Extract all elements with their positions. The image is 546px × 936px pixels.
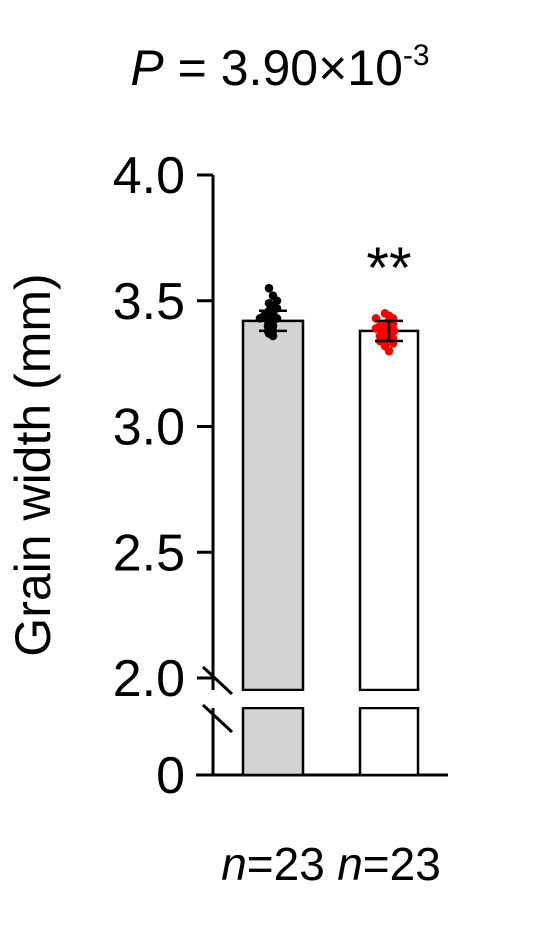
- bar-lower: [241, 706, 305, 777]
- bar-break-gap: [241, 691, 305, 707]
- y-axis-label: Grain width (mm): [5, 273, 61, 656]
- title-base: 10: [347, 40, 403, 96]
- y-axis: 0 2.0 2.5 3.0 3.5 4.0: [113, 147, 448, 805]
- data-point: [384, 346, 394, 356]
- title-mantissa: 3.90: [221, 40, 318, 96]
- title-equals: =: [164, 40, 221, 96]
- data-point: [268, 331, 278, 341]
- y-tick-label: 3.0: [113, 399, 185, 457]
- sample-size-label: n=23: [221, 838, 325, 890]
- bar-break-gap: [358, 691, 420, 707]
- bar-upper: [358, 329, 420, 692]
- sample-size-label: n=23: [337, 838, 441, 890]
- y-tick-label: 2.5: [113, 524, 185, 582]
- data-point: [371, 324, 381, 333]
- chart-title: P = 3.90×10-3: [130, 39, 429, 96]
- significance-label: **: [366, 236, 411, 301]
- bar-lower: [358, 706, 420, 777]
- axis-break-mark: [201, 703, 234, 734]
- data-point: [264, 283, 274, 293]
- sample-size-n: n: [221, 838, 247, 890]
- labels: n=23**n=23: [221, 236, 441, 890]
- title-exponent: -3: [403, 39, 430, 72]
- data-point: [255, 314, 265, 323]
- y-tick-label: 2.0: [113, 650, 185, 708]
- y-tick-label: 0: [156, 747, 185, 805]
- bar-upper: [241, 319, 305, 692]
- title-times: ×: [318, 40, 347, 96]
- sample-size-value: =23: [363, 838, 441, 890]
- bars: [241, 283, 420, 777]
- title-p: P: [130, 40, 164, 96]
- sample-size-n: n: [337, 838, 363, 890]
- sample-size-value: =23: [247, 838, 325, 890]
- axis-break-mark: [201, 665, 234, 696]
- y-tick-label: 3.5: [113, 273, 185, 331]
- y-tick-label: 4.0: [113, 147, 185, 205]
